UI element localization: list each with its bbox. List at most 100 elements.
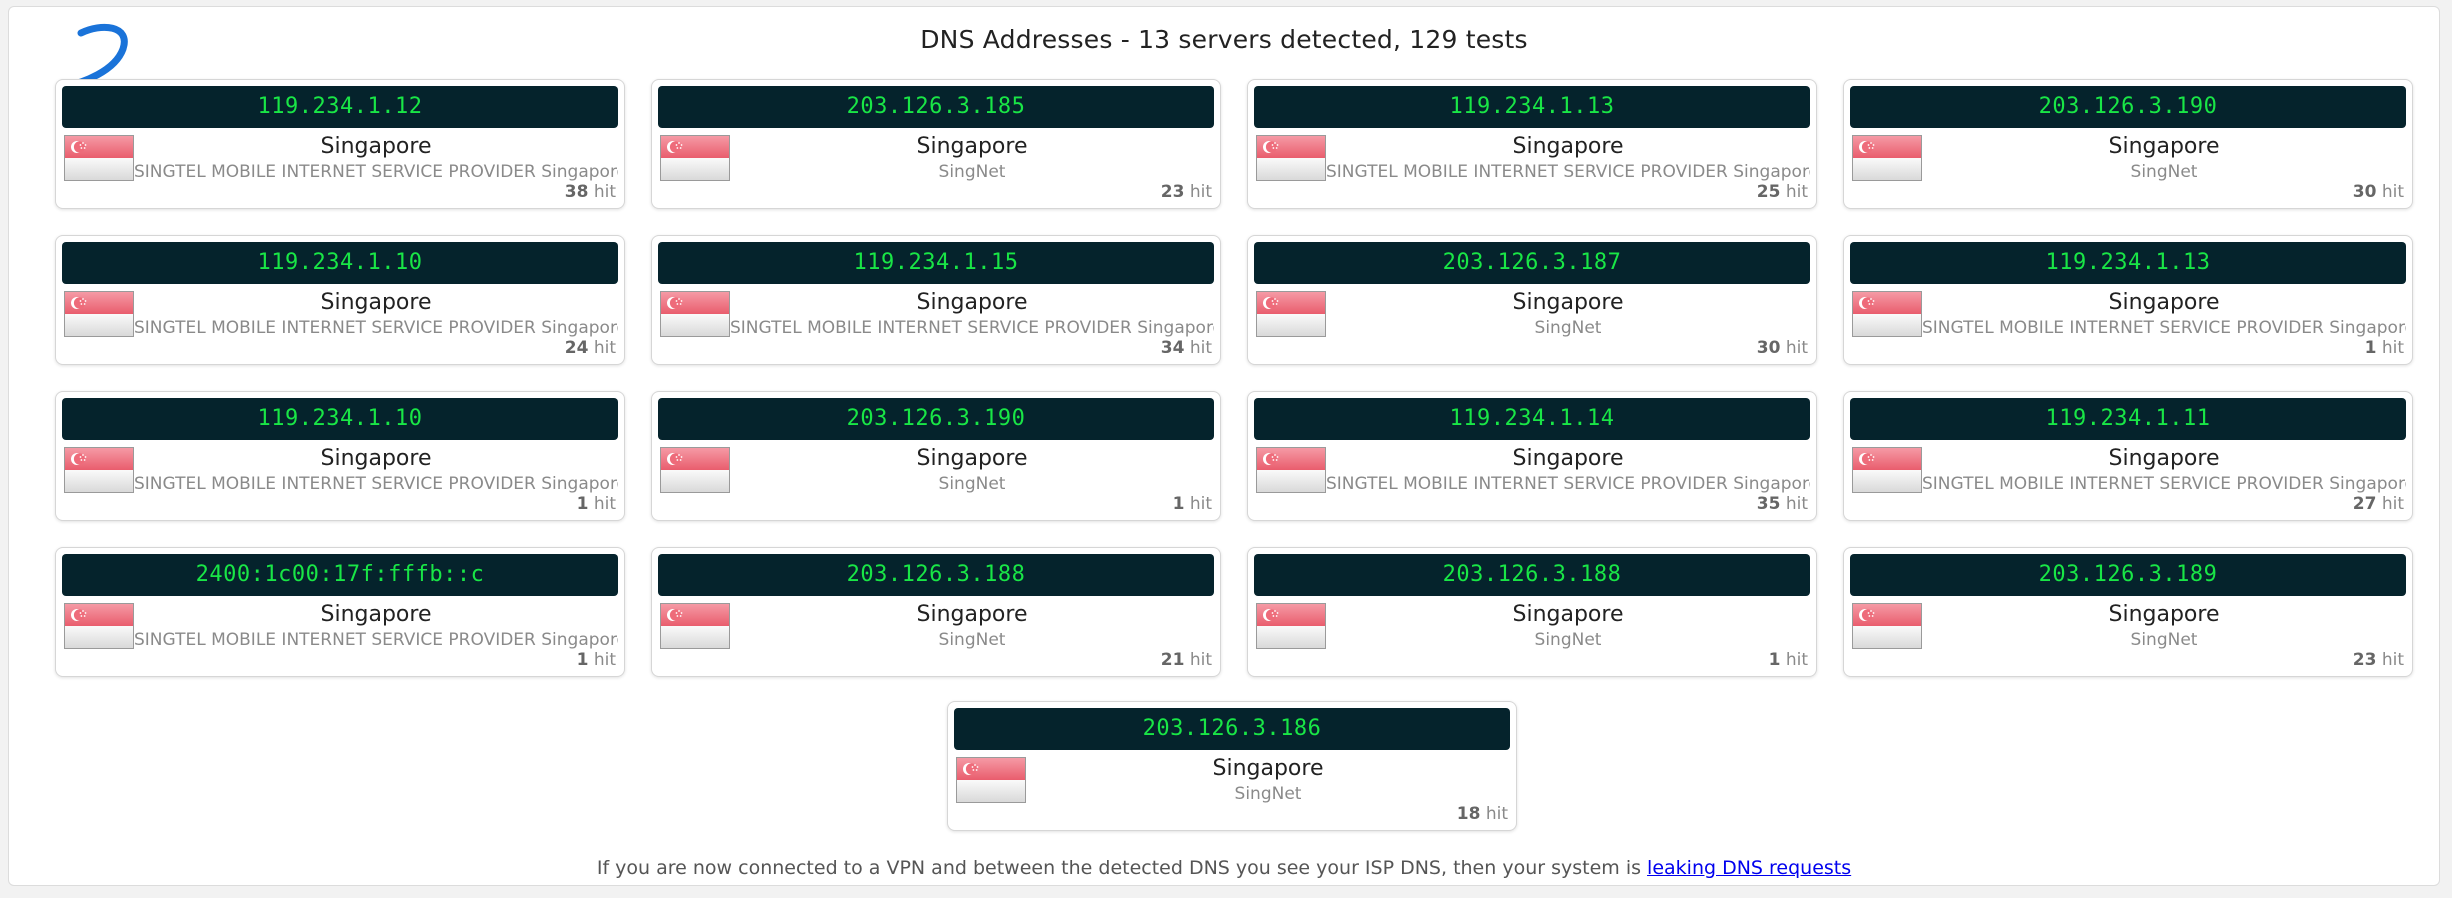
dns-server-card: 119.234.1.10 Singapore SINGTEL MOBILE INTE… — [55, 391, 625, 521]
country-name: Singapore — [1512, 602, 1624, 627]
ip-address: 119.234.1.15 — [658, 242, 1214, 284]
ip-address: 119.234.1.10 — [62, 398, 618, 440]
hit-count: 24 hit — [565, 338, 616, 358]
dns-server-card: 119.234.1.14 Singapore SINGTEL MOBILE INTE… — [1247, 391, 1817, 521]
singapore-flag-icon — [1852, 291, 1922, 337]
country-name: Singapore — [916, 134, 1028, 159]
singapore-flag-icon — [64, 291, 134, 337]
hit-count-value: 38 — [564, 182, 589, 202]
hit-unit: hit — [1785, 650, 1808, 670]
singapore-flag-icon — [660, 291, 730, 337]
isp-name: SINGTEL MOBILE INTERNET SERVICE PROVIDER… — [134, 630, 618, 650]
country-name: Singapore — [2108, 446, 2220, 471]
hit-unit: hit — [1189, 338, 1212, 358]
hit-count-value: 18 — [1456, 804, 1481, 824]
dns-server-card: 119.234.1.11 Singapore SINGTEL MOBILE INTE… — [1843, 391, 2413, 521]
hit-count-value: 1 — [2364, 338, 2377, 358]
singapore-flag-icon — [1256, 447, 1326, 493]
isp-name: SINGTEL MOBILE INTERNET SERVICE PROVIDER… — [730, 318, 1214, 338]
country-name: Singapore — [320, 134, 432, 159]
hit-count-value: 34 — [1160, 338, 1185, 358]
hit-count: 23 hit — [1161, 182, 1212, 202]
country-name: Singapore — [1512, 446, 1624, 471]
ip-address: 119.234.1.13 — [1850, 242, 2406, 284]
hit-count: 30 hit — [2353, 182, 2404, 202]
hit-count-value: 35 — [1756, 494, 1781, 514]
hit-unit: hit — [593, 650, 616, 670]
isp-name: SingNet — [1234, 784, 1302, 804]
hit-count: 1 hit — [577, 494, 616, 514]
dns-server-card: 203.126.3.186 Singapore SingNet 18 hit — [947, 701, 1517, 831]
hit-unit: hit — [2381, 650, 2404, 670]
hit-unit: hit — [1785, 182, 1808, 202]
singapore-flag-icon — [1852, 135, 1922, 181]
country-name: Singapore — [1512, 134, 1624, 159]
ip-address: 203.126.3.188 — [658, 554, 1214, 596]
footer-text: If you are now connected to a VPN and be… — [596, 857, 1641, 879]
dns-server-card: 203.126.3.187 Singapore SingNet 30 hit — [1247, 235, 1817, 365]
hit-count-value: 1 — [576, 494, 589, 514]
country-name: Singapore — [1212, 756, 1324, 781]
hit-count: 27 hit — [2353, 494, 2404, 514]
hit-count-value: 27 — [2352, 494, 2377, 514]
isp-name: SingNet — [938, 630, 1006, 650]
singapore-flag-icon — [64, 447, 134, 493]
hit-count-value: 30 — [1756, 338, 1781, 358]
singapore-flag-icon — [956, 757, 1026, 803]
hit-count-value: 1 — [1768, 650, 1781, 670]
isp-name: SingNet — [2130, 630, 2198, 650]
country-name: Singapore — [320, 602, 432, 627]
ip-address: 2400:1c00:17f:fffb::c — [62, 554, 618, 596]
isp-name: SINGTEL MOBILE INTERNET SERVICE PROVIDER… — [1326, 474, 1810, 494]
country-name: Singapore — [1512, 290, 1624, 315]
singapore-flag-icon — [64, 603, 134, 649]
hit-count-value: 25 — [1756, 182, 1781, 202]
hit-count: 25 hit — [1757, 182, 1808, 202]
leaking-dns-link[interactable]: leaking DNS requests — [1647, 857, 1852, 879]
hit-count: 18 hit — [1457, 804, 1508, 824]
isp-name: SINGTEL MOBILE INTERNET SERVICE PROVIDER… — [1326, 162, 1810, 182]
hit-count-value: 23 — [2352, 650, 2377, 670]
hit-count: 1 hit — [1173, 494, 1212, 514]
ip-address: 203.126.3.190 — [658, 398, 1214, 440]
country-name: Singapore — [916, 602, 1028, 627]
dns-server-card: 119.234.1.10 Singapore SINGTEL MOBILE INTE… — [55, 235, 625, 365]
ip-address: 203.126.3.186 — [954, 708, 1510, 750]
hit-count: 23 hit — [2353, 650, 2404, 670]
isp-name: SINGTEL MOBILE INTERNET SERVICE PROVIDER… — [1922, 318, 2406, 338]
dns-server-card: 203.126.3.190 Singapore SingNet 30 hit — [1843, 79, 2413, 209]
hit-unit: hit — [1485, 804, 1508, 824]
hit-count-value: 1 — [576, 650, 589, 670]
ip-address: 119.234.1.13 — [1254, 86, 1810, 128]
hit-count: 35 hit — [1757, 494, 1808, 514]
hit-count-value: 1 — [1172, 494, 1185, 514]
country-name: Singapore — [2108, 602, 2220, 627]
hit-count: 1 hit — [2365, 338, 2404, 358]
isp-name: SingNet — [938, 474, 1006, 494]
dns-results-panel: DNS Addresses - 13 servers detected, 129… — [8, 6, 2440, 886]
hit-count: 21 hit — [1161, 650, 1212, 670]
ip-address: 119.234.1.12 — [62, 86, 618, 128]
dns-server-card: 119.234.1.12 Singapore SINGTEL MOBILE INTE… — [55, 79, 625, 209]
dns-server-card: 119.234.1.13 Singapore SINGTEL MOBILE INTE… — [1843, 235, 2413, 365]
singapore-flag-icon — [660, 135, 730, 181]
dns-server-card: 203.126.3.190 Singapore SingNet 1 hit — [651, 391, 1221, 521]
hit-unit: hit — [593, 338, 616, 358]
singapore-flag-icon — [660, 603, 730, 649]
ip-address: 203.126.3.185 — [658, 86, 1214, 128]
country-name: Singapore — [320, 446, 432, 471]
country-name: Singapore — [916, 290, 1028, 315]
hit-count-value: 23 — [1160, 182, 1185, 202]
dns-server-card: 119.234.1.15 Singapore SINGTEL MOBILE INTE… — [651, 235, 1221, 365]
isp-name: SINGTEL MOBILE INTERNET SERVICE PROVIDER… — [134, 318, 618, 338]
hit-unit: hit — [2381, 338, 2404, 358]
hit-unit: hit — [1189, 182, 1212, 202]
isp-name: SINGTEL MOBILE INTERNET SERVICE PROVIDER… — [1922, 474, 2406, 494]
hit-unit: hit — [1189, 650, 1212, 670]
dns-server-card: 203.126.3.188 Singapore SingNet 21 hit — [651, 547, 1221, 677]
hit-unit: hit — [593, 182, 616, 202]
hit-count: 1 hit — [1769, 650, 1808, 670]
ip-address: 119.234.1.10 — [62, 242, 618, 284]
dns-server-card: 203.126.3.185 Singapore SingNet 23 hit — [651, 79, 1221, 209]
